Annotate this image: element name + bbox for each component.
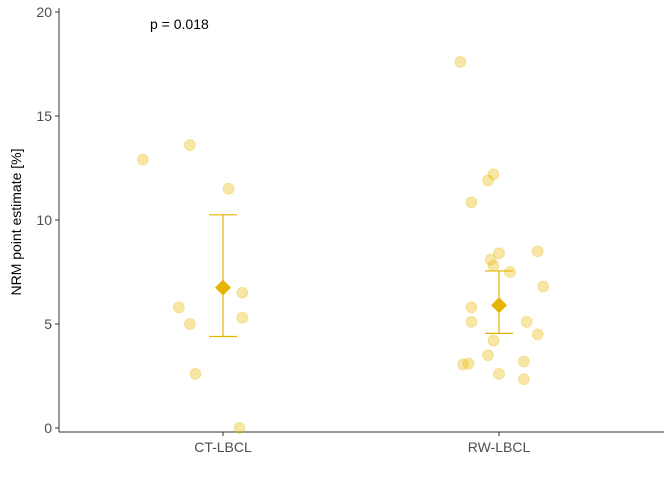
data-point xyxy=(462,357,475,370)
x-tick-label: RW-LBCL xyxy=(468,439,531,455)
data-point xyxy=(233,422,246,434)
data-point xyxy=(493,247,505,260)
plot-area: 0 5 10 15 20 CT-LBCL RW-LBCL xyxy=(36,4,664,455)
data-point xyxy=(484,253,497,266)
data-point xyxy=(493,367,505,380)
data-point xyxy=(222,182,235,195)
data-point xyxy=(531,328,544,341)
data-point xyxy=(457,358,470,371)
data-point xyxy=(183,139,196,152)
data-point xyxy=(172,301,185,314)
y-axis-title: NRM point estimate [%] xyxy=(8,148,24,295)
mean-marker xyxy=(491,297,507,314)
data-point xyxy=(465,301,478,314)
y-tick-label: 0 xyxy=(44,420,52,436)
data-point xyxy=(481,174,494,187)
data-point xyxy=(487,168,500,181)
data-point xyxy=(517,355,530,368)
data-point xyxy=(236,311,249,324)
y-tick-label: 15 xyxy=(36,108,52,124)
y-tick-label: 10 xyxy=(36,212,52,228)
data-point xyxy=(481,349,494,362)
data-point xyxy=(537,280,550,293)
y-tick-label: 20 xyxy=(36,4,52,20)
data-point xyxy=(487,334,500,347)
data-point xyxy=(465,196,478,209)
data-point xyxy=(189,367,202,380)
data-point xyxy=(454,55,467,68)
data-point xyxy=(136,153,149,166)
data-point xyxy=(465,315,478,328)
data-point xyxy=(531,245,544,258)
data-point xyxy=(520,315,533,328)
data-point xyxy=(504,266,517,278)
data-point xyxy=(517,373,530,386)
mean-marker xyxy=(215,279,231,296)
x-tick-label: CT-LBCL xyxy=(194,439,252,455)
data-point xyxy=(236,286,249,299)
p-value-annotation: p = 0.018 xyxy=(150,16,209,32)
y-tick-label: 5 xyxy=(44,316,52,332)
data-point xyxy=(183,318,196,330)
